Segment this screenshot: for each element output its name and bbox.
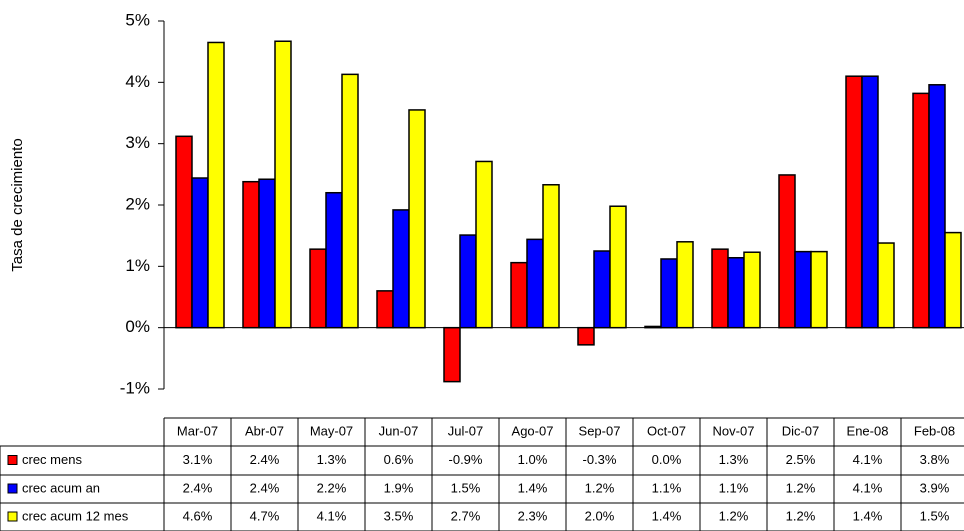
table-value: 3.8% <box>920 452 950 467</box>
bar <box>408 109 426 329</box>
bar <box>928 84 946 329</box>
table-value: 4.1% <box>853 452 883 467</box>
y-tick-label: 3% <box>125 133 150 152</box>
x-tick-label: Nov-07 <box>713 423 755 438</box>
table-value: 2.5% <box>786 452 816 467</box>
table-value: 2.4% <box>183 480 213 495</box>
bar <box>274 40 292 329</box>
y-tick-label: -1% <box>120 378 150 397</box>
table-value: 4.1% <box>853 480 883 495</box>
bar <box>577 326 595 346</box>
legend-swatch <box>7 455 18 465</box>
legend-swatch <box>7 483 18 494</box>
bar <box>526 238 544 329</box>
bar <box>593 250 611 329</box>
bar <box>475 160 493 329</box>
bar <box>794 250 812 329</box>
bar <box>459 234 477 329</box>
bar <box>175 135 193 329</box>
table-value: 1.2% <box>786 508 816 523</box>
x-tick-label: Ene-08 <box>847 423 889 438</box>
bar <box>258 178 276 329</box>
bar <box>542 184 560 329</box>
table-value: 1.4% <box>652 508 682 523</box>
table-value: 2.4% <box>250 452 280 467</box>
table-value: 4.1% <box>317 508 347 523</box>
table-value: 1.1% <box>652 480 682 495</box>
bar <box>325 191 343 329</box>
bar <box>778 174 796 329</box>
bar <box>845 75 863 329</box>
legend-label: crec mens <box>22 452 82 467</box>
bar <box>392 209 410 329</box>
table-value: 2.0% <box>585 508 615 523</box>
table-value: 1.1% <box>719 480 749 495</box>
table-value: 0.6% <box>384 452 414 467</box>
y-tick-label: 1% <box>125 256 150 275</box>
table-value: 0.0% <box>652 452 682 467</box>
bar <box>191 177 209 329</box>
table-value: 1.4% <box>853 508 883 523</box>
table-value: -0.3% <box>583 452 617 467</box>
table-value: 1.5% <box>920 508 950 523</box>
table-value: 3.9% <box>920 480 950 495</box>
bar <box>727 256 745 329</box>
bar <box>861 75 879 329</box>
table-value: 3.5% <box>384 508 414 523</box>
x-tick-label: Mar-07 <box>177 423 218 438</box>
legend-swatch <box>7 511 18 522</box>
bar <box>676 241 694 329</box>
table-value: 2.3% <box>518 508 548 523</box>
table-value: 2.4% <box>250 480 280 495</box>
table-value: 3.1% <box>183 452 213 467</box>
bar <box>877 242 895 329</box>
x-tick-label: Dic-07 <box>782 423 820 438</box>
bar <box>711 248 729 329</box>
table-value: 1.3% <box>719 452 749 467</box>
table-value: 2.7% <box>451 508 481 523</box>
table-value: 4.7% <box>250 508 280 523</box>
legend-label: crec acum an <box>22 480 100 495</box>
table-value: 1.5% <box>451 480 481 495</box>
y-tick-label: 2% <box>125 194 150 213</box>
bar <box>309 248 327 329</box>
table-value: 2.2% <box>317 480 347 495</box>
legend-label: crec acum 12 mes <box>22 508 129 523</box>
x-tick-label: Jun-07 <box>379 423 419 438</box>
bar <box>376 290 394 329</box>
bar <box>510 261 528 329</box>
bar <box>912 92 930 329</box>
table-value: 4.6% <box>183 508 213 523</box>
x-tick-label: Abr-07 <box>245 423 284 438</box>
table-value: 1.2% <box>786 480 816 495</box>
bar <box>341 73 359 329</box>
x-tick-label: Jul-07 <box>448 423 483 438</box>
bar <box>743 251 761 329</box>
table-value: 1.3% <box>317 452 347 467</box>
bar <box>810 250 828 329</box>
table-value: 1.9% <box>384 480 414 495</box>
x-tick-label: May-07 <box>310 423 353 438</box>
table-value: 1.4% <box>518 480 548 495</box>
x-tick-label: Feb-08 <box>914 423 955 438</box>
y-tick-label: 4% <box>125 72 150 91</box>
y-tick-label: 0% <box>125 317 150 336</box>
x-tick-label: Sep-07 <box>579 423 621 438</box>
table-value: -0.9% <box>449 452 483 467</box>
table-value: 1.0% <box>518 452 548 467</box>
y-axis-label: Tasa de crecimiento <box>9 138 26 271</box>
bar <box>609 205 627 329</box>
bar <box>443 326 461 383</box>
table-value: 1.2% <box>719 508 749 523</box>
table-value: 1.2% <box>585 480 615 495</box>
x-tick-label: Ago-07 <box>512 423 554 438</box>
y-tick-label: 5% <box>125 10 150 29</box>
bar <box>207 41 225 329</box>
bar <box>660 258 678 329</box>
x-tick-label: Oct-07 <box>647 423 686 438</box>
bar <box>242 180 260 329</box>
bar <box>944 231 962 329</box>
